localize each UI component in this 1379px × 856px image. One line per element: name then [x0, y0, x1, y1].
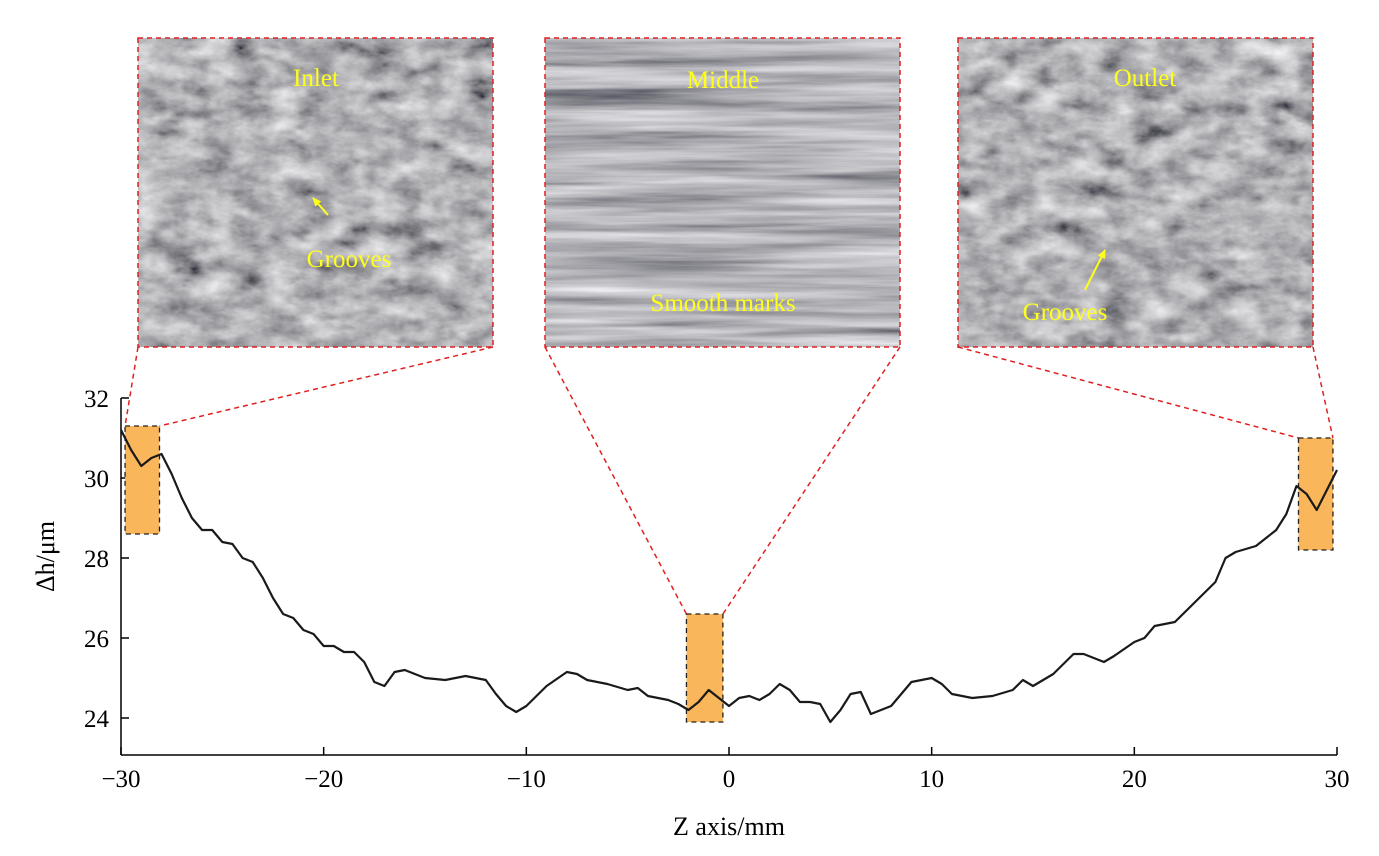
connector — [159, 346, 494, 427]
x-tick-label: −30 — [101, 766, 140, 793]
x-tick-label: 20 — [1122, 766, 1147, 793]
inset-image — [545, 38, 900, 347]
inset-frame — [137, 37, 494, 348]
inset-label: Middle — [687, 67, 759, 94]
x-tick-label: 0 — [723, 766, 736, 793]
inset-annotation: Smooth marks — [650, 290, 795, 317]
inset-image — [958, 38, 1313, 347]
inset-frame — [544, 37, 901, 348]
inset-frame — [957, 37, 1314, 348]
x-tick-label: −10 — [507, 766, 546, 793]
highlight-box — [1297, 437, 1334, 551]
inset-label: Outlet — [1114, 65, 1177, 92]
inset-image — [138, 38, 493, 347]
x-axis-label: Z axis/mm — [673, 812, 785, 841]
connector — [544, 346, 688, 615]
connector — [1312, 346, 1334, 439]
connector — [957, 346, 1299, 439]
y-tick-label: 32 — [84, 386, 109, 413]
annotation-arrow — [312, 197, 329, 216]
connector — [722, 346, 901, 615]
y-tick-label: 24 — [84, 706, 110, 733]
annotation-arrow — [1084, 249, 1106, 291]
highlight-box — [685, 613, 724, 723]
x-tick-label: 30 — [1325, 766, 1350, 793]
connector — [124, 346, 139, 427]
inset-annotation: Grooves — [307, 246, 392, 273]
inset-annotation: Grooves — [1023, 299, 1108, 326]
y-axis-label: Δh/μm — [31, 521, 60, 592]
inset-label: Inlet — [293, 65, 339, 92]
y-tick-label: 30 — [84, 466, 109, 493]
x-tick-label: −20 — [304, 766, 343, 793]
y-tick-label: 26 — [84, 626, 109, 653]
y-tick-label: 28 — [84, 546, 109, 573]
x-tick-label: 10 — [919, 766, 944, 793]
data-line — [120, 429, 1338, 724]
highlight-box — [124, 425, 161, 535]
